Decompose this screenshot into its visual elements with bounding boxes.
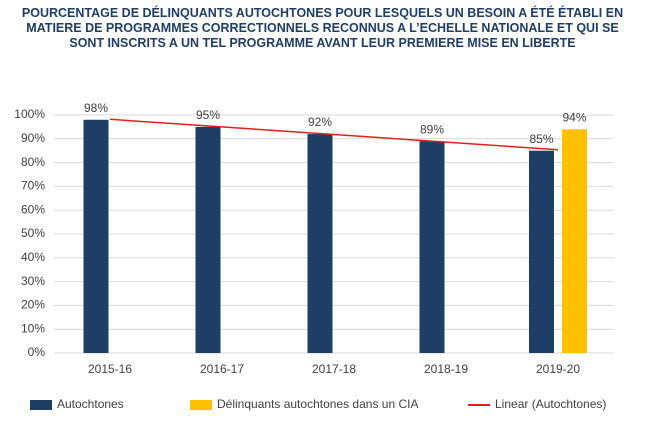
y-tick-label: 80%: [21, 155, 45, 169]
x-tick-label: 2017-18: [312, 362, 356, 376]
y-tick-label: 70%: [21, 179, 45, 193]
chart-title: POURCENTAGE DE DÉLINQUANTS AUTOCHTONES P…: [21, 6, 624, 50]
data-label: 85%: [529, 132, 553, 146]
x-tick-label: 2018-19: [424, 362, 468, 376]
y-tick-label: 90%: [21, 131, 45, 145]
x-tick-label: 2016-17: [200, 362, 244, 376]
y-tick-label: 100%: [14, 107, 45, 121]
bar: [307, 134, 333, 353]
y-tick-label: 0%: [28, 345, 46, 359]
legend-label: Délinquants autochtones dans un CIA: [217, 397, 418, 411]
bar: [562, 129, 587, 353]
data-label: 95%: [196, 108, 220, 122]
data-label: 94%: [562, 110, 586, 124]
y-tick-label: 10%: [21, 321, 45, 335]
y-tick-label: 20%: [21, 298, 45, 312]
bar: [419, 141, 445, 353]
legend-label: Autochtones: [57, 397, 124, 411]
data-label: 92%: [308, 115, 332, 129]
bar: [83, 119, 109, 353]
y-tick-label: 60%: [21, 202, 45, 216]
data-label: 98%: [84, 101, 108, 115]
y-tick-label: 50%: [21, 226, 45, 240]
y-tick-label: 30%: [21, 274, 45, 288]
bar: [195, 126, 221, 354]
legend-swatch: [30, 400, 52, 410]
data-label: 89%: [420, 122, 444, 136]
legend-swatch: [190, 400, 212, 410]
legend-label: Linear (Autochtones): [495, 397, 606, 411]
y-tick-label: 40%: [21, 250, 45, 264]
x-tick-label: 2019-20: [536, 362, 580, 376]
bar: [529, 150, 554, 353]
x-tick-label: 2015-16: [88, 362, 132, 376]
trend-line: [109, 118, 559, 151]
